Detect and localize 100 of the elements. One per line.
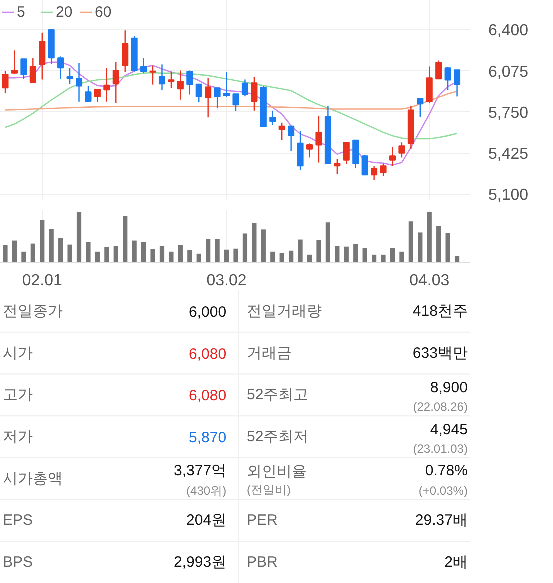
bar — [141, 242, 146, 262]
candlestick — [214, 87, 221, 110]
candlestick — [177, 70, 184, 100]
candlestick — [11, 50, 18, 75]
category-label: 전일종가 — [3, 302, 64, 320]
bar — [12, 240, 18, 262]
bar — [381, 254, 386, 262]
bar — [335, 246, 340, 262]
legend-label: 5 — [17, 4, 26, 20]
bar — [234, 248, 238, 262]
candlestick — [362, 154, 368, 176]
candlestick — [122, 30, 129, 73]
category-label: BPS — [3, 554, 34, 572]
text: 204원 — [186, 512, 227, 530]
candlestick — [58, 56, 64, 80]
candlestick — [39, 32, 46, 80]
bar — [58, 238, 64, 262]
category-label: PER — [246, 512, 278, 530]
bar — [362, 248, 368, 262]
bar — [280, 253, 284, 262]
bar — [261, 230, 266, 262]
bar — [270, 252, 276, 262]
candlestick — [270, 110, 276, 126]
text: 29.37배 — [415, 512, 468, 530]
candlestick — [398, 142, 406, 158]
candlestick — [85, 86, 92, 102]
candlestick — [158, 64, 166, 91]
text: 5,870 — [189, 430, 227, 446]
bar — [354, 244, 358, 262]
y-tick-label: 5,750 — [488, 104, 529, 122]
legend-label: 20 — [56, 4, 74, 20]
candlestick — [224, 72, 230, 98]
bar — [169, 252, 174, 262]
bar — [49, 229, 54, 262]
category-label: 저가 — [3, 428, 34, 446]
text: 418천주 — [412, 302, 468, 320]
x-tick-label: 02.01 — [22, 272, 62, 290]
bar — [436, 226, 442, 262]
y-tick-label: 5,425 — [488, 146, 529, 164]
bar — [372, 254, 377, 262]
candlestick — [205, 78, 212, 118]
candlestick — [251, 76, 258, 112]
bar — [150, 249, 156, 262]
candlestick — [426, 66, 433, 104]
candlestick — [76, 62, 83, 102]
candlestick — [104, 68, 110, 102]
text: 4,945 (23.01.03) — [413, 422, 468, 456]
bar — [30, 244, 36, 262]
candlestick — [316, 115, 322, 164]
bar — [418, 232, 423, 262]
candlestick — [94, 88, 101, 104]
candlestick — [306, 143, 314, 158]
bar — [390, 248, 396, 262]
bar — [132, 240, 137, 262]
bar — [326, 222, 331, 262]
candlestick — [288, 126, 295, 152]
category-label: 시가총액 — [3, 470, 64, 488]
candlestick — [2, 70, 9, 94]
text: 6,080 — [189, 346, 227, 363]
bar — [307, 254, 312, 262]
candlestick — [20, 58, 28, 80]
bar — [178, 245, 183, 262]
text: 633백만 — [412, 344, 468, 362]
bar — [160, 246, 165, 262]
text: 2배 — [444, 554, 468, 572]
candlestick — [112, 62, 120, 104]
candlestick — [30, 57, 36, 84]
candlestick — [278, 122, 286, 141]
bar — [123, 216, 128, 262]
text: 0.78% (+0.03%) — [418, 462, 468, 498]
candlestick — [168, 71, 175, 90]
bar — [215, 239, 220, 262]
category-label: EPS — [3, 512, 34, 530]
candlestick — [186, 70, 194, 96]
x-tick-label: 04.03 — [410, 272, 450, 290]
bar — [86, 242, 91, 262]
bar — [242, 234, 248, 262]
candlestick — [436, 60, 442, 80]
category-label: 52주최저 — [246, 428, 309, 446]
bar — [298, 240, 303, 262]
bar — [68, 244, 72, 262]
legend-label: 60 — [95, 4, 113, 20]
candlestick — [380, 163, 387, 177]
bar — [22, 252, 26, 262]
line-series — [4, 90, 458, 111]
category-label: 거래금 — [246, 344, 292, 362]
candlestick — [444, 66, 452, 91]
y-tick-label: 6,075 — [488, 64, 529, 81]
bar — [400, 252, 404, 262]
y-tick-label: 5,100 — [488, 187, 529, 204]
bar — [224, 250, 230, 262]
text: 6,000 — [189, 304, 227, 321]
candlestick — [371, 165, 378, 182]
candlestick — [297, 130, 304, 172]
text: 3,377억 (430위) — [174, 462, 227, 498]
category-label: 외인비율 (전일비) — [246, 463, 307, 497]
category-label: 시가 — [3, 344, 34, 362]
bar — [114, 246, 118, 262]
text: 8,900 (22.08.26) — [413, 380, 468, 414]
bar — [76, 212, 82, 262]
